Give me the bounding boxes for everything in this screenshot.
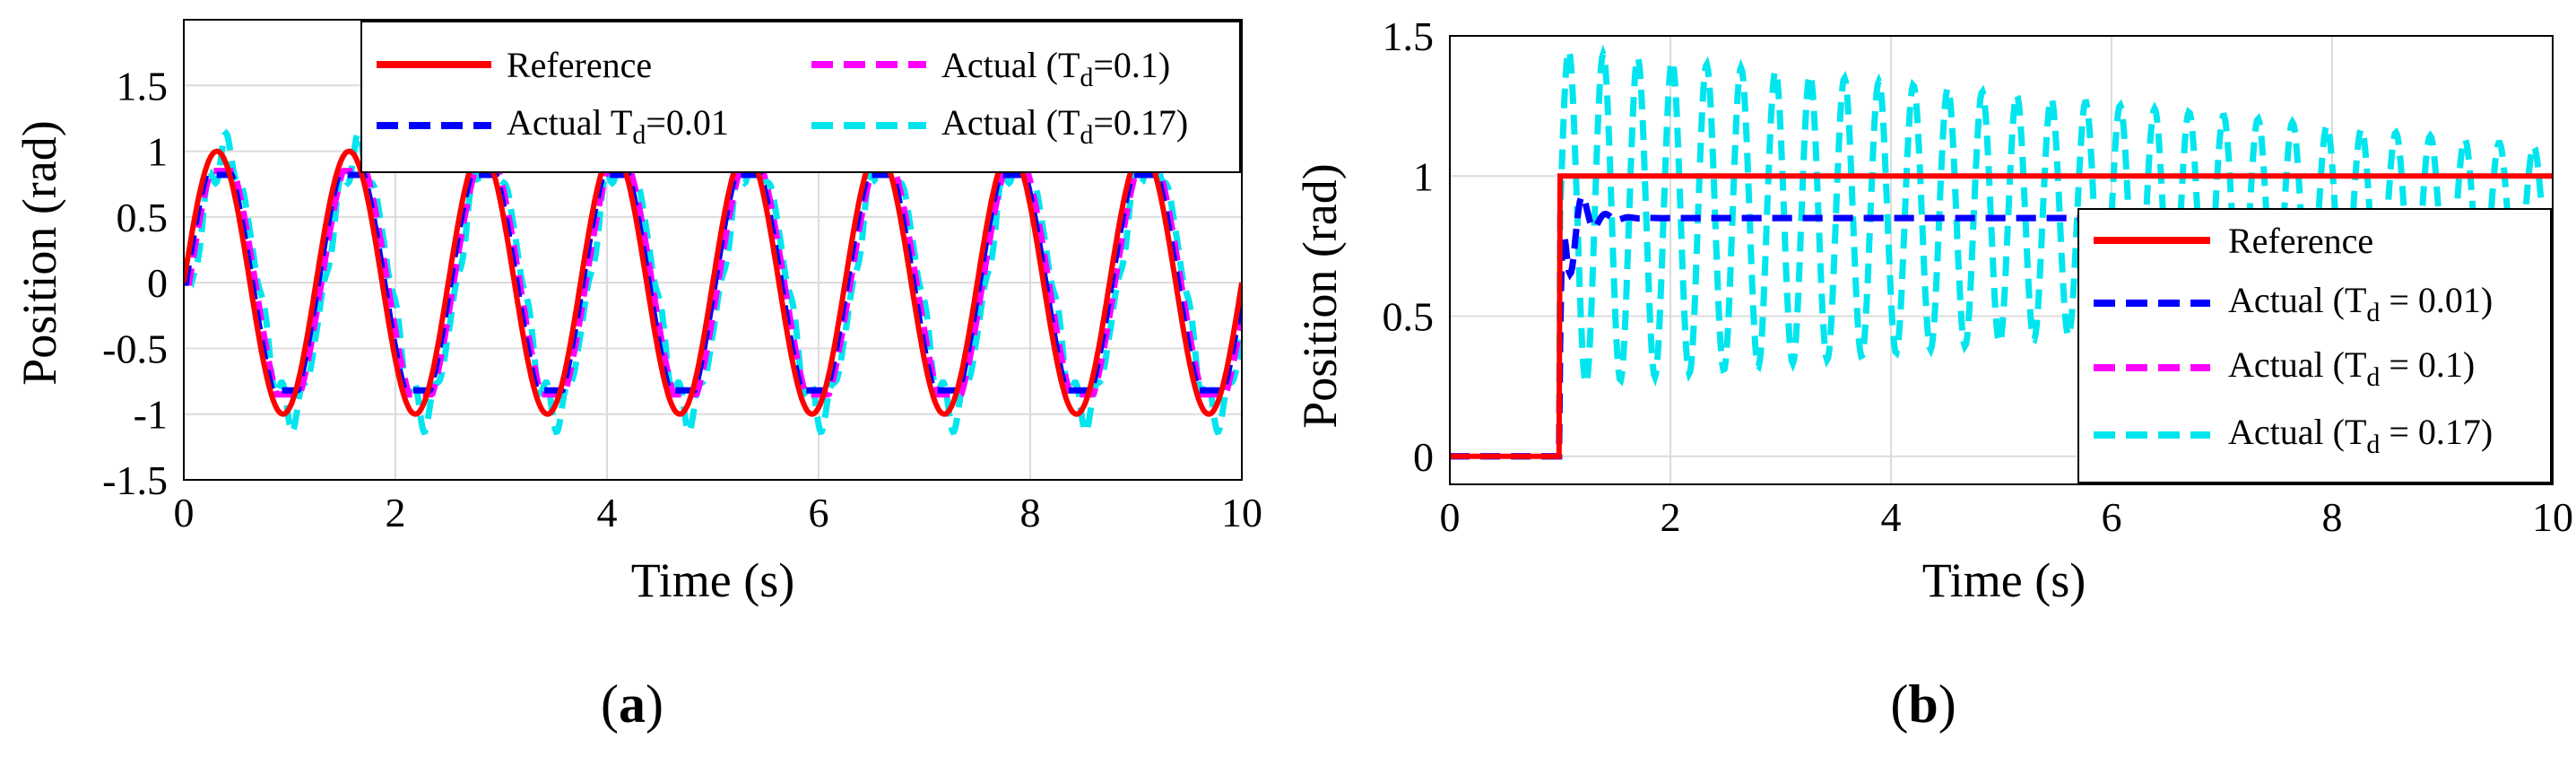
chart-a-y-tick-label: -0.5	[102, 326, 168, 371]
chart-b-caption: (b)	[1890, 674, 1956, 734]
chart-a-y-tick-label: 1	[147, 129, 168, 175]
chart-a-y-tick-label: -1.5	[102, 457, 168, 503]
chart-a-x-tick-label: 10	[1221, 490, 1262, 535]
chart-a-y-tick-label: -1	[134, 392, 168, 438]
chart-a-x-tick-label: 6	[809, 490, 829, 535]
chart-b-y-axis-label: Position (rad)	[1293, 163, 1347, 428]
chart-b-legend-label-td017: Actual (Td = 0.17)	[2228, 412, 2493, 459]
chart-a-x-tick-label: 4	[597, 490, 618, 535]
chart-b-y-tick-label: 0	[1413, 434, 1434, 480]
chart-b-y-tick-label: 1	[1413, 153, 1434, 199]
chart-b-x-ticks: 0 2 4 6 8 10	[1440, 494, 2574, 540]
chart-b-legend-label-td001: Actual (Td = 0.01)	[2228, 280, 2493, 327]
chart-a-legend-label-td001: Actual Td=0.01	[507, 102, 729, 150]
chart-a-x-tick-label: 0	[174, 490, 195, 535]
chart-b-x-tick-label: 8	[2322, 494, 2343, 540]
chart-b-legend-label-td01: Actual (Td = 0.1)	[2228, 344, 2475, 392]
chart-a-legend: Reference Actual Td=0.01 Actual (Td=0.1)…	[360, 21, 1241, 173]
chart-a-y-tick-label: 0	[147, 260, 168, 306]
chart-b-x-tick-label: 4	[1881, 494, 1902, 540]
chart-a-axes-box	[183, 19, 1243, 481]
chart-a-legend-label-reference: Reference	[507, 45, 652, 85]
chart-a-legend-box	[360, 21, 1241, 173]
chart-a-caption: (a)	[601, 674, 664, 734]
chart-b-y-tick-label: 0.5	[1383, 294, 1435, 340]
chart-b-y-tick-label: 1.5	[1383, 13, 1435, 59]
chart-b-x-tick-label: 2	[1661, 494, 1681, 540]
chart-a-x-axis-label: Time (s)	[631, 553, 795, 607]
chart-b-y-ticks: 0 0.5 1 1.5	[1383, 13, 1435, 480]
chart-b-x-tick-label: 10	[2532, 494, 2573, 540]
chart-b-legend-label-reference: Reference	[2228, 221, 2373, 261]
chart-b-x-tick-label: 0	[1440, 494, 1461, 540]
chart-a-x-ticks: 0 2 4 6 8 10	[174, 490, 1263, 535]
chart-a-series	[184, 128, 1242, 436]
chart-b-axes-box	[1449, 35, 2554, 485]
chart-a-series-line	[184, 148, 1242, 417]
chart-b-legend-box	[2077, 208, 2552, 483]
chart-b-x-axis-label: Time (s)	[1922, 553, 2086, 607]
chart-b-series-line	[1450, 41, 2553, 460]
chart-a-y-tick-label: 1.5	[117, 63, 169, 109]
chart-a-y-axis-label: Position (rad)	[13, 120, 66, 385]
chart-a-y-tick-label: 0.5	[117, 195, 169, 240]
chart-a-legend-label-td01: Actual (Td=0.1)	[941, 45, 1170, 92]
chart-a-x-tick-label: 8	[1020, 490, 1041, 535]
chart-a-y-ticks: -1.5 -1 -0.5 0 0.5 1 1.5	[102, 63, 168, 503]
chart-b-series-line	[1450, 173, 2553, 459]
chart-b: 0 2 4 6 8 10 0 0.5 1 1.5 Time (s) Position (rad)…	[1293, 13, 2573, 734]
chart-a: 0 2 4 6 8 10 -1.5 -1 -0.5 0 0.5 1 1.5 Time (s) Posi…	[13, 19, 1263, 734]
chart-a-legend-label-td017: Actual (Td=0.17)	[941, 102, 1188, 150]
chart-b-legend: Reference Actual (Td = 0.01) Actual (Td …	[2077, 208, 2552, 483]
chart-a-x-tick-label: 2	[386, 490, 406, 535]
chart-b-x-tick-label: 6	[2102, 494, 2122, 540]
